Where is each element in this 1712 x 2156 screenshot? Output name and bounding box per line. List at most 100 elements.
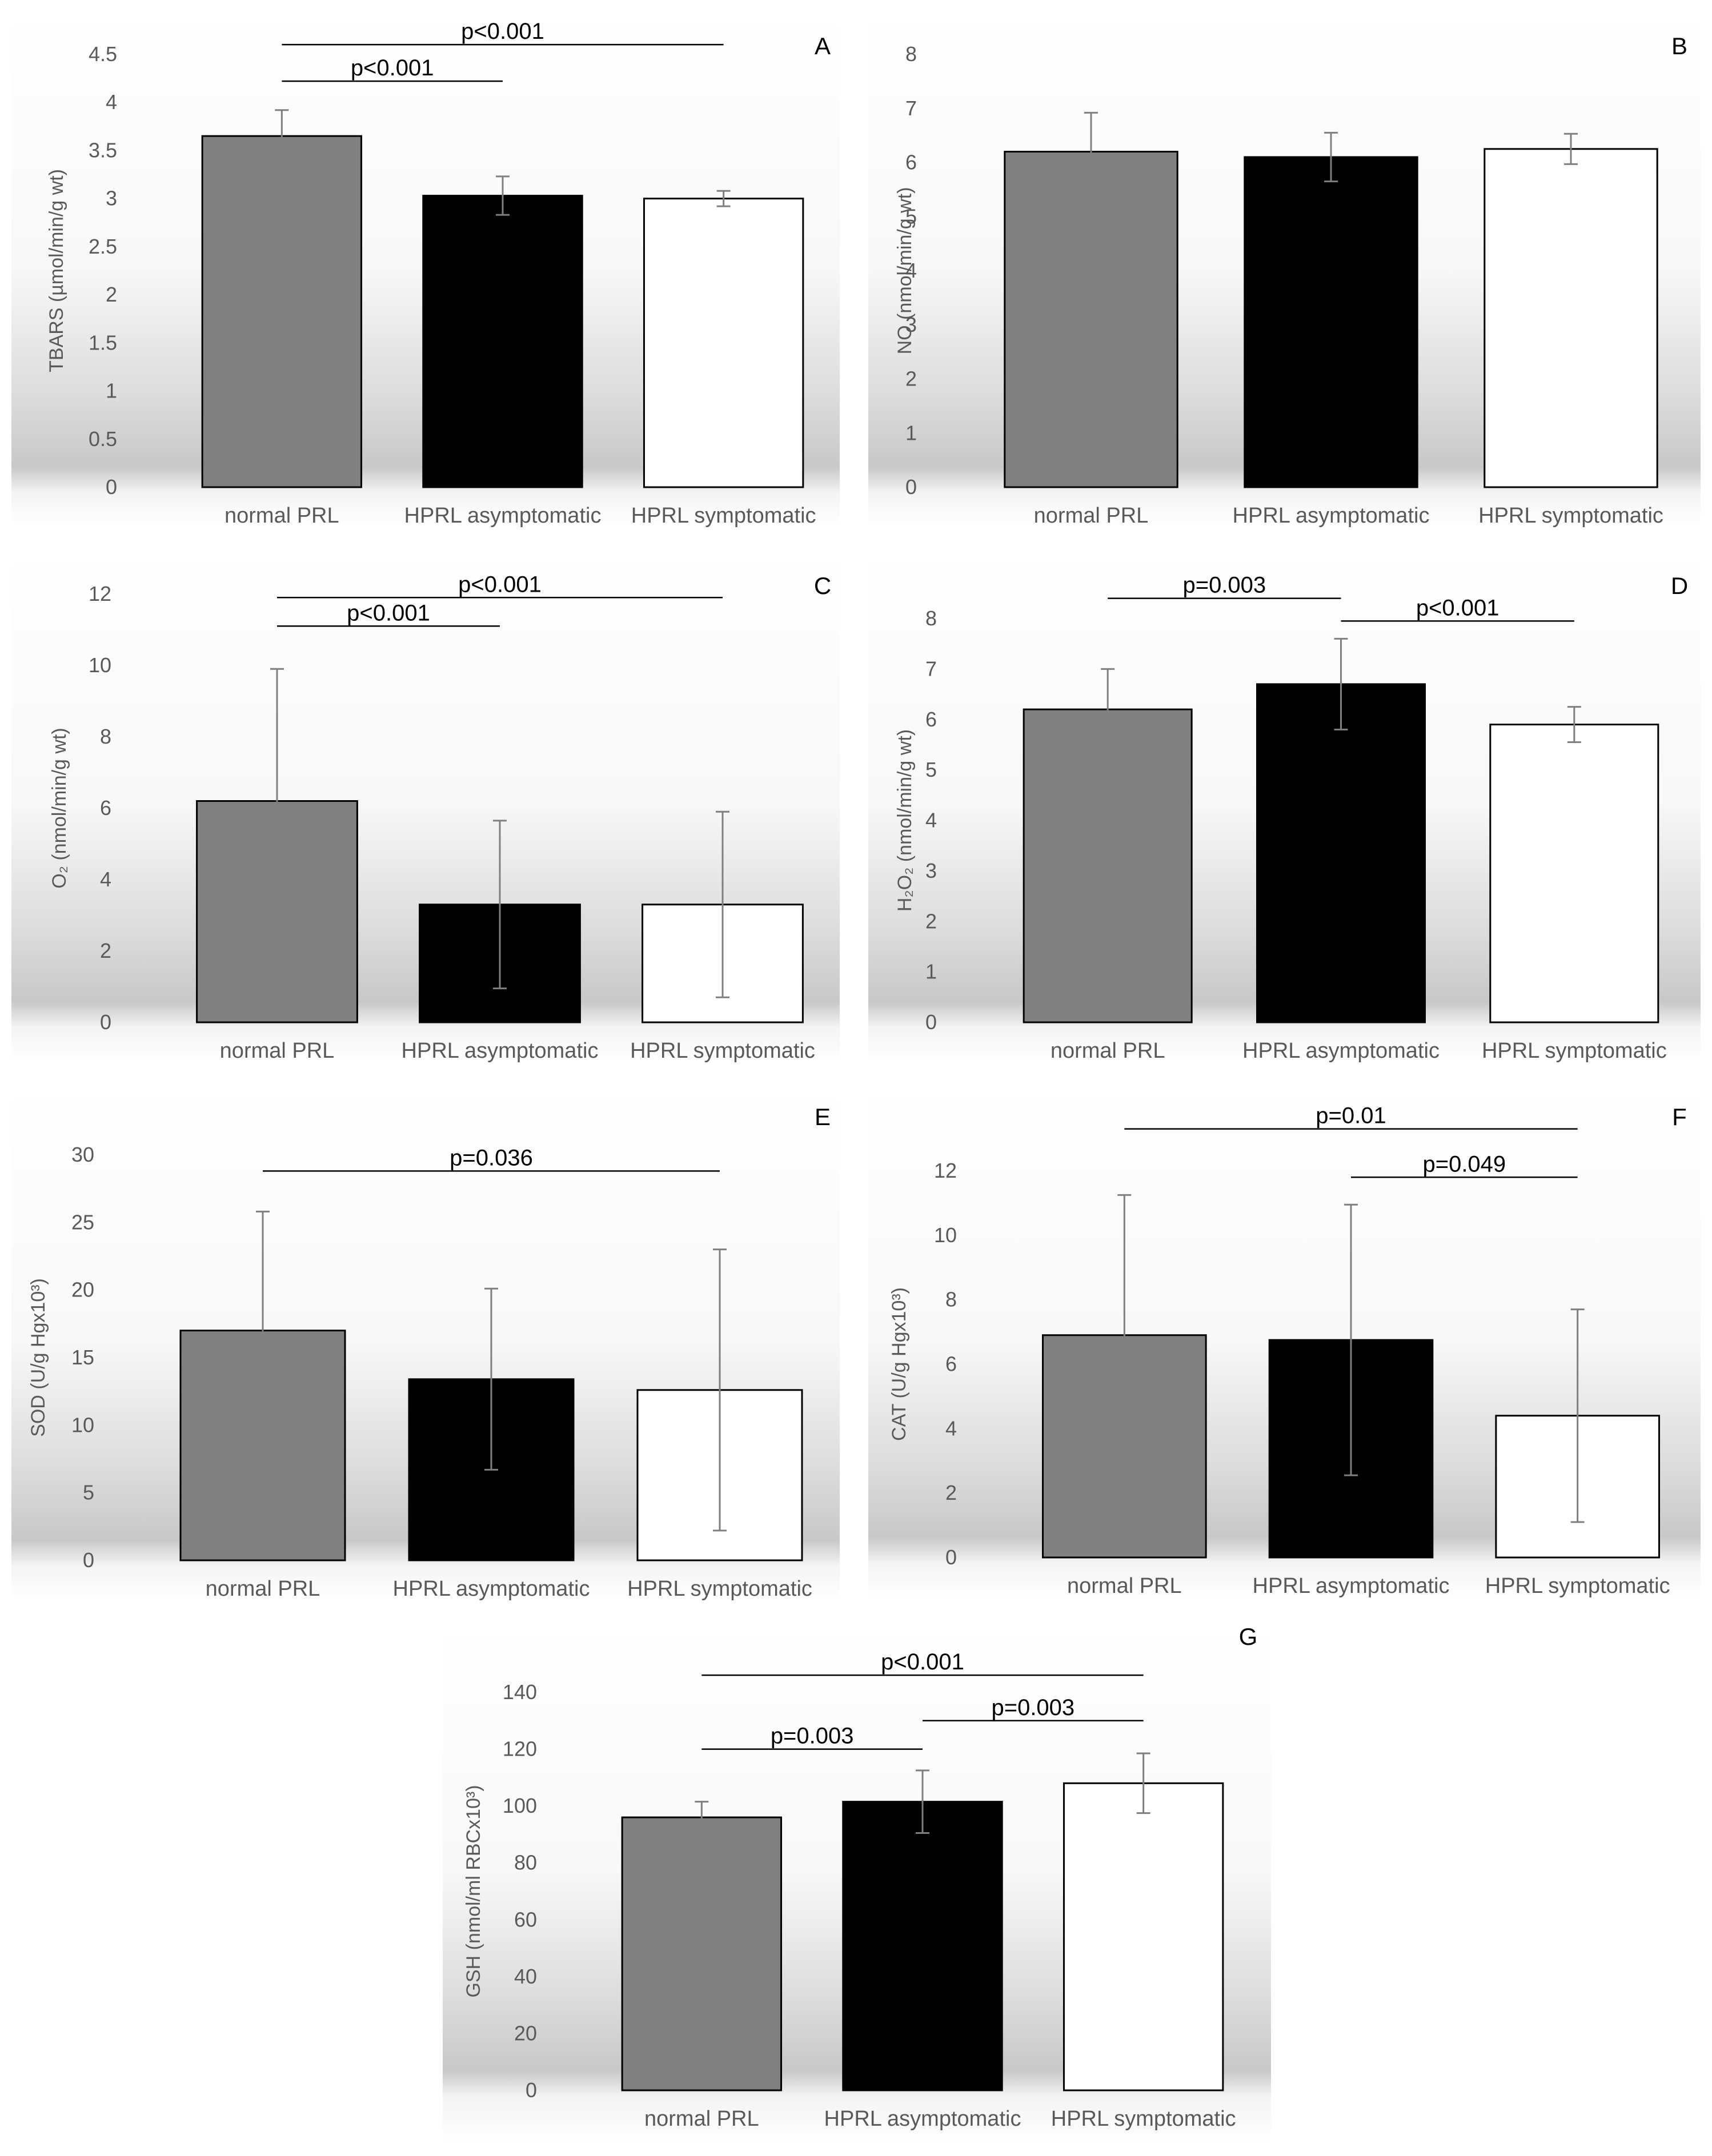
y-tick-label: 10	[934, 1223, 957, 1247]
y-tick-label: 8	[945, 1288, 957, 1311]
panel-letter: B	[1671, 33, 1687, 59]
panel-letter: C	[814, 572, 831, 599]
x-category-label: HPRL symptomatic	[1485, 1574, 1670, 1598]
panel-letter: F	[1672, 1103, 1687, 1130]
y-axis-title: GSH (nmol/ml RBCx10³)	[463, 1785, 484, 1997]
chart-panel-g: 0 20 40 60 80 100 120 140 GSH (nmol/ml RBCx10³) G…	[443, 1622, 1271, 2145]
y-tick-label: 8	[100, 725, 111, 748]
panel-letter: E	[815, 1103, 831, 1130]
bar	[1023, 708, 1193, 1023]
x-category-label: HPRL symptomatic	[630, 1039, 815, 1063]
x-category-label: normal PRL	[1034, 504, 1149, 528]
x-category-label: HPRL asymptomatic	[404, 504, 602, 528]
y-tick-label: 0	[526, 2078, 537, 2102]
x-category-label: normal PRL	[220, 1039, 335, 1063]
y-tick-label: 2	[100, 939, 111, 962]
y-axis-title: CAT (U/g Hgx10³)	[888, 1287, 910, 1441]
significance-label: p<0.001	[881, 1649, 964, 1675]
y-tick-label: 6	[925, 708, 937, 731]
y-axis-title: H₂O₂ (nmol/min/g wt)	[894, 729, 916, 912]
y-tick-label: 4	[945, 1416, 957, 1440]
significance-label: p<0.001	[458, 572, 542, 597]
y-tick-label: 1	[925, 960, 937, 983]
x-category-label: normal PRL	[1067, 1574, 1182, 1598]
y-tick-label: 8	[925, 607, 937, 630]
y-tick-label: 10	[89, 653, 111, 677]
y-tick-label: 100	[503, 1794, 537, 1817]
significance-label: p=0.01	[1316, 1103, 1386, 1129]
y-tick-label: 0	[945, 1545, 957, 1569]
x-category-label: normal PRL	[644, 2107, 759, 2131]
bar	[201, 135, 363, 488]
significance-label: p<0.001	[1416, 595, 1499, 620]
y-tick-label: 5	[83, 1481, 94, 1504]
y-tick-label: 6	[905, 151, 917, 174]
panel-letter: D	[1671, 572, 1688, 599]
y-tick-label: 1.5	[89, 331, 117, 354]
x-category-label: normal PRL	[224, 504, 339, 528]
x-category-label: HPRL asymptomatic	[402, 1039, 599, 1063]
significance-label: p=0.049	[1422, 1151, 1506, 1177]
panel-letter: G	[1239, 1623, 1258, 1650]
bar	[422, 195, 583, 488]
y-tick-label: 2	[945, 1481, 957, 1504]
significance-label: p=0.003	[1182, 573, 1266, 598]
y-tick-label: 120	[503, 1737, 537, 1761]
x-category-label: normal PRL	[206, 1577, 320, 1601]
significance-label: p=0.003	[771, 1724, 854, 1749]
y-tick-label: 12	[934, 1159, 957, 1182]
bar	[1489, 724, 1659, 1023]
y-tick-label: 0	[100, 1010, 111, 1034]
x-category-label: HPRL asymptomatic	[1233, 504, 1430, 528]
bar	[643, 198, 804, 488]
significance-label: p=0.036	[450, 1145, 533, 1170]
x-category-label: HPRL symptomatic	[1478, 504, 1663, 528]
y-axis-title: NO (nmol/min/g wt)	[894, 187, 916, 355]
y-tick-label: 20	[514, 2021, 537, 2045]
bar	[1484, 148, 1658, 488]
bar	[1063, 1782, 1224, 2091]
x-category-label: HPRL asymptomatic	[824, 2107, 1021, 2131]
bar	[1244, 156, 1418, 488]
y-tick-label: 3.5	[89, 138, 117, 162]
y-tick-label: 7	[905, 97, 917, 120]
y-tick-label: 2	[106, 283, 117, 306]
y-tick-label: 25	[71, 1210, 94, 1234]
y-tick-label: 6	[100, 796, 111, 820]
y-tick-label: 2.5	[89, 235, 117, 258]
bar	[842, 1801, 1003, 2091]
y-tick-label: 10	[71, 1413, 94, 1436]
y-tick-label: 6	[945, 1352, 957, 1376]
y-tick-label: 2	[925, 909, 937, 933]
y-tick-label: 0	[83, 1548, 94, 1572]
significance-label: p<0.001	[347, 600, 430, 625]
x-category-label: HPRL symptomatic	[1482, 1039, 1667, 1063]
y-tick-label: 2	[905, 367, 917, 391]
significance-label: p=0.003	[991, 1695, 1074, 1720]
y-tick-label: 1	[106, 379, 117, 403]
y-tick-label: 1	[905, 421, 917, 444]
y-tick-label: 4	[925, 809, 937, 832]
significance-label: p<0.001	[351, 55, 434, 81]
y-axis-title: TBARS (µmol/min/g wt)	[46, 169, 67, 372]
y-tick-label: 140	[503, 1680, 537, 1704]
chart-panel-a: 0 0.5 1 1.5 2 2.5 3 3.5 4 4.5 TBARS (µmol/min/g wt…	[11, 11, 840, 528]
x-category-label: normal PRL	[1051, 1039, 1165, 1063]
y-tick-label: 15	[71, 1346, 94, 1369]
y-tick-label: 4	[100, 868, 111, 891]
y-tick-label: 4.5	[89, 42, 117, 66]
x-category-label: HPRL asymptomatic	[1253, 1574, 1450, 1598]
y-tick-label: 0	[925, 1010, 937, 1034]
bar	[621, 1816, 783, 2091]
x-category-label: HPRL asymptomatic	[1242, 1039, 1440, 1063]
y-axis-title: O₂ (nmol/min/g wt)	[49, 728, 70, 888]
y-tick-label: 12	[89, 582, 111, 605]
y-tick-label: 30	[71, 1143, 94, 1166]
panel-letter: A	[815, 33, 831, 59]
y-tick-label: 3	[905, 313, 917, 336]
y-tick-label: 8	[905, 42, 917, 66]
y-tick-label: 0	[106, 475, 117, 499]
